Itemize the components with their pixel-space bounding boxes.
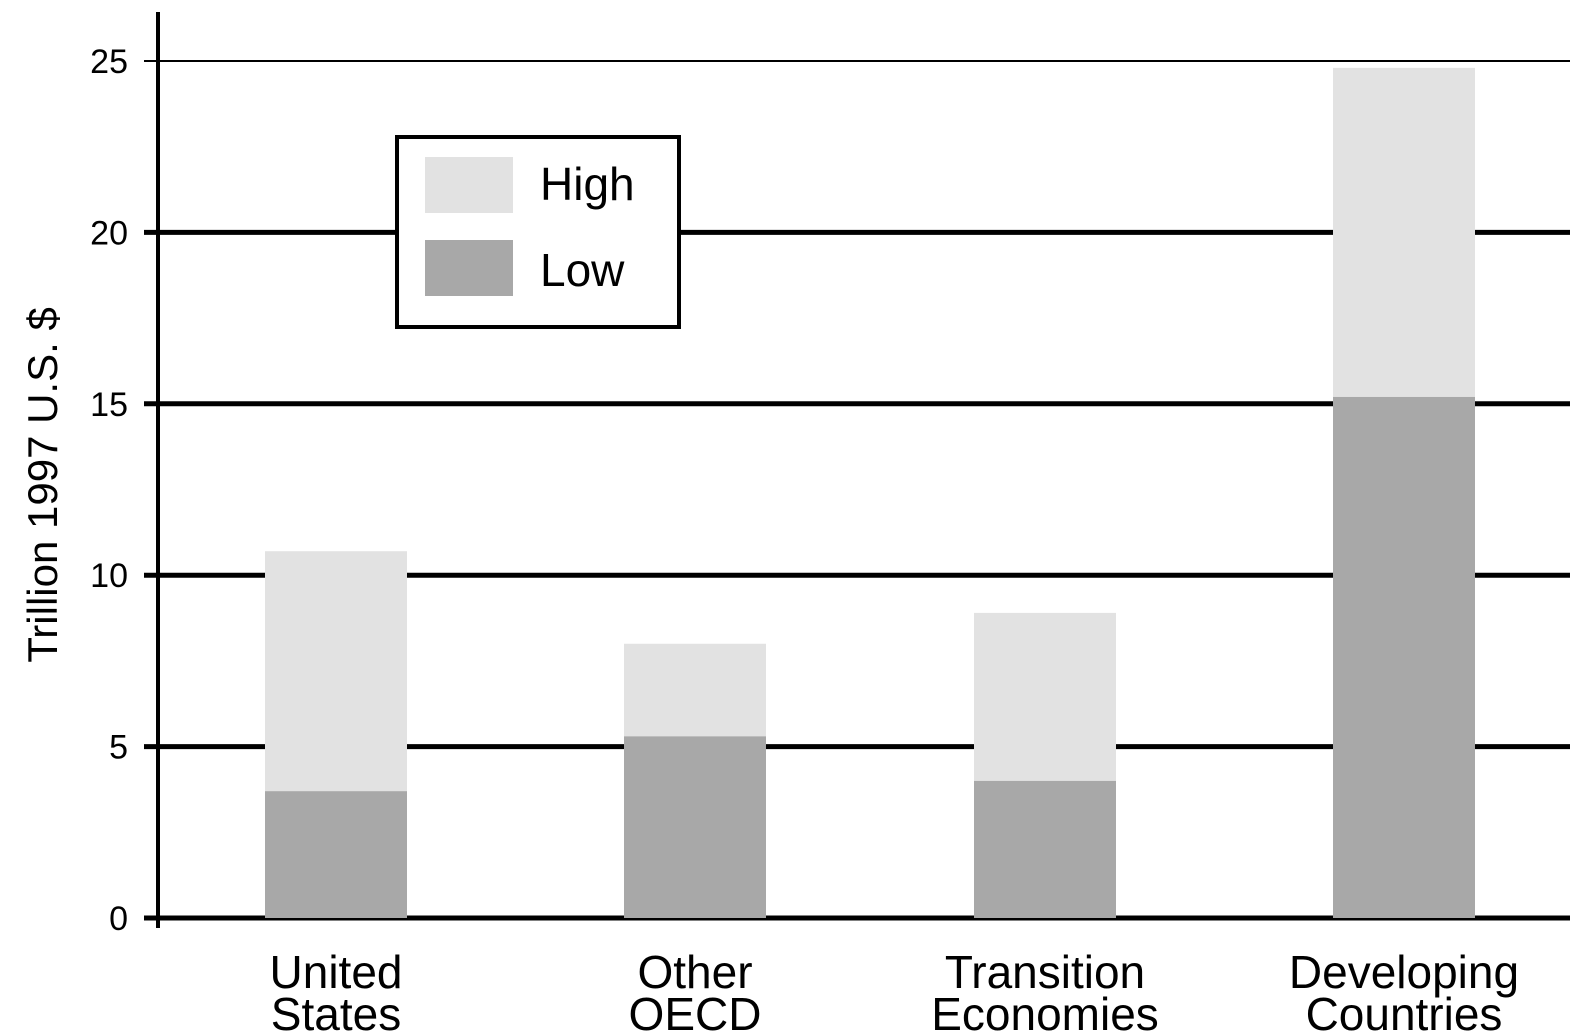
x-tick-label-transition-economies: Transition Economies <box>931 946 1159 1036</box>
bar-low-united-states <box>265 791 407 918</box>
bar-low-other-oecd <box>624 736 766 918</box>
legend-swatch-low <box>425 240 513 296</box>
y-tick-label-20: 20 <box>90 214 128 252</box>
y-tick-label-0: 0 <box>109 900 128 938</box>
y-tick-label-5: 5 <box>109 729 128 767</box>
bar-high-other-oecd <box>624 643 766 737</box>
legend-label-low: Low <box>540 244 625 296</box>
bar-high-developing-countries <box>1333 67 1475 397</box>
x-tick-label-united-states: United States <box>270 946 403 1036</box>
y-tick-label-10: 10 <box>90 557 128 595</box>
legend: High Low <box>395 135 681 329</box>
bar-low-transition-economies <box>974 780 1116 918</box>
y-tick-label-15: 15 <box>90 386 128 424</box>
y-axis-title: Trillion 1997 U.S. $ <box>19 307 66 663</box>
y-tick-labels: 0 5 10 15 20 25 <box>90 43 128 938</box>
x-tick-label-developing-countries: Developing Countries <box>1289 946 1519 1036</box>
x-tick-labels: United States Other OECD Transition Economies… <box>270 946 1520 1036</box>
legend-label-high: High <box>540 158 635 210</box>
bar-high-united-states <box>265 551 407 792</box>
legend-swatch-high <box>425 157 513 213</box>
y-tick-label-25: 25 <box>90 43 128 81</box>
bar-low-developing-countries <box>1333 396 1475 919</box>
x-tick-label-other-oecd: Other OECD <box>629 946 762 1036</box>
bars <box>265 67 1475 919</box>
bar-high-transition-economies <box>974 612 1116 781</box>
